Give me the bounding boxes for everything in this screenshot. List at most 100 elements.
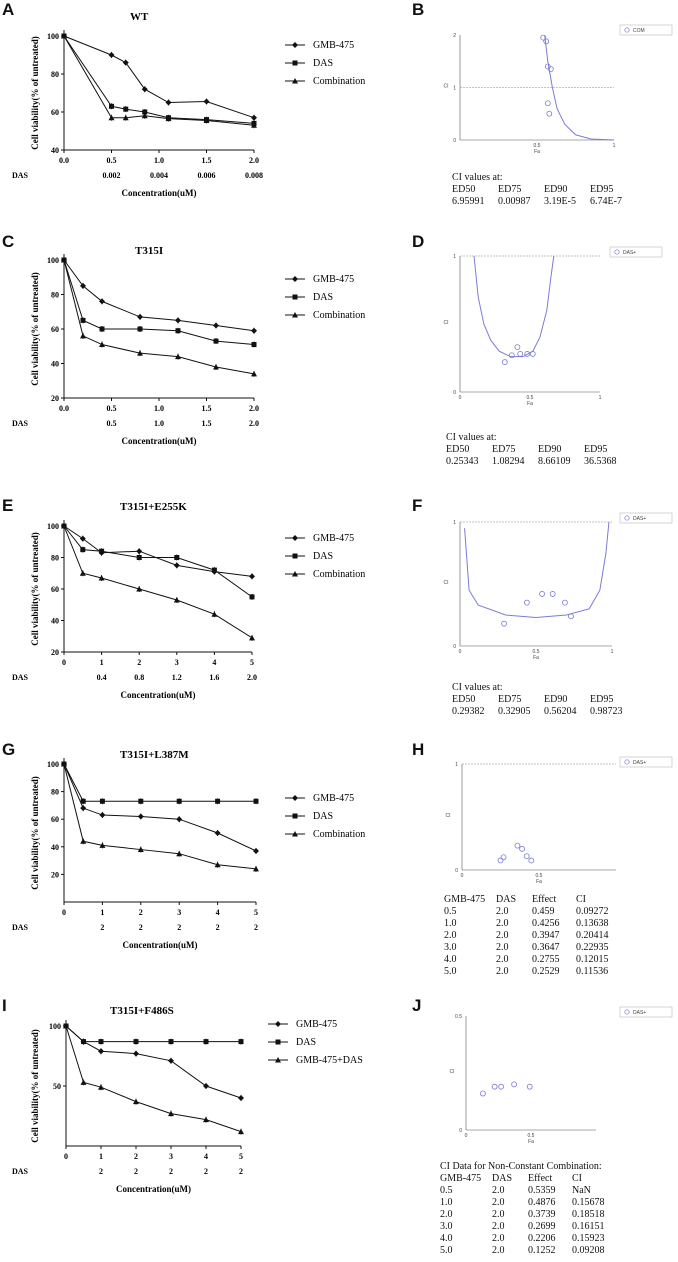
ci-table-b: CI values at: ED50 ED75 ED90 ED95 6.95991 0.…: [452, 172, 636, 208]
ci-cell: 0.5359: [528, 1185, 556, 1196]
ci-x-tick-label: 0: [461, 873, 464, 879]
ci-cell: 0.5: [444, 906, 457, 917]
data-point: [61, 761, 67, 767]
ci-data-point: [519, 845, 525, 852]
ci-legend-marker: [624, 1009, 630, 1015]
ci-row: 2.0 2.0 0.3947 0.20414: [444, 930, 620, 942]
ci-header: ED50: [452, 694, 476, 705]
ci-cell: 0.15678: [572, 1197, 605, 1208]
data-point: [137, 326, 143, 332]
legend-marker: [292, 276, 298, 282]
ci-value: 0.25343: [446, 456, 479, 467]
ci-y-tick-label: 1: [453, 520, 456, 526]
ci-header: ED50: [452, 184, 476, 195]
ci-caption: CI values at:: [452, 682, 503, 693]
ci-header-row: GMB-475 DAS Effect CI: [444, 894, 620, 906]
series-line-das: [63, 35, 255, 124]
ci-plot-h: 0 1 0 0.5Fa CI DAS+: [446, 756, 673, 885]
x-tick-label: 4: [204, 1152, 208, 1161]
data-point: [213, 338, 219, 344]
ci-y-axis-label: CI: [444, 84, 449, 90]
legend-marker: [292, 294, 298, 300]
x-tick-label: 1.5: [202, 404, 212, 413]
ci-table-h: GMB-475 DAS Effect CI 0.5 2.0 0.459 0.09272 1.0 2…: [444, 894, 620, 978]
legend-marker: [292, 795, 298, 801]
ci-row: 0.5 2.0 0.5359 NaN: [440, 1185, 616, 1197]
das-tick-label: 2: [177, 923, 181, 932]
ci-cell: 0.3739: [528, 1209, 556, 1220]
ci-cell: 0.2755: [532, 954, 560, 965]
ci-header: ED95: [584, 444, 608, 455]
panel-label-G: G: [2, 740, 16, 759]
data-point: [99, 842, 106, 848]
das-tick-label: 0.004: [150, 171, 168, 180]
ci-cell: 2.0: [496, 918, 509, 929]
data-point: [251, 342, 257, 348]
das-row-label: DAS: [12, 419, 29, 428]
y-tick-label: 60: [51, 325, 59, 334]
ci-legend-box: [619, 512, 673, 524]
ci-table-f: CI values at: ED50 ED75 ED90 ED95 0.29382 0.…: [452, 682, 636, 718]
x-tick-label: 2: [139, 908, 143, 917]
legend-marker: [292, 813, 298, 819]
data-point: [238, 1128, 244, 1135]
das-row-label: DAS: [12, 1167, 29, 1176]
das-tick-label: 0.5: [107, 419, 117, 428]
data-point: [81, 1039, 86, 1045]
das-tick-label: 0.8: [134, 673, 144, 682]
ci-header: ED75: [498, 694, 522, 705]
ci-legend-label: DAS+: [623, 250, 636, 256]
panel-label-H: H: [412, 740, 425, 759]
ci-data-point: [523, 853, 530, 860]
ci-y-axis-label: CI: [450, 1069, 455, 1075]
data-point: [165, 115, 172, 122]
data-point: [211, 567, 217, 573]
data-point: [98, 574, 105, 581]
y-tick-label: 20: [51, 394, 59, 403]
data-point: [142, 109, 148, 115]
das-tick-label: 2: [139, 923, 143, 932]
legend-marker: [292, 831, 298, 837]
ci-cell: 2.0: [492, 1197, 505, 1208]
series-line-das: [63, 525, 253, 598]
data-point: [173, 597, 180, 603]
ci-data-point: [543, 38, 550, 45]
ci-x-tick-label: 0: [465, 1133, 468, 1139]
ci-caption: CI Data for Non-Constant Combination:: [440, 1161, 602, 1172]
ci-data-point: [523, 599, 530, 606]
x-tick-label: 0: [62, 908, 66, 917]
y-tick-label: 20: [51, 870, 59, 879]
data-point: [141, 112, 148, 119]
y-tick-label: 100: [49, 1022, 61, 1031]
legend-label: Combination: [313, 310, 365, 321]
series-line-das: [63, 259, 255, 346]
ci-cell: 0.09208: [572, 1245, 605, 1256]
das-row-label: DAS: [12, 923, 29, 932]
ci-x-axis-label: Fa: [534, 149, 540, 155]
ci-data-point: [529, 351, 536, 357]
x-tick-label: 3: [175, 658, 179, 667]
data-point: [137, 350, 143, 356]
das-tick-label: 0.002: [103, 171, 121, 180]
legend-label: Combination: [313, 829, 365, 840]
data-point: [80, 838, 87, 844]
data-point: [79, 570, 86, 576]
y-tick-label: 20: [51, 648, 59, 657]
ci-data-point: [498, 1083, 504, 1090]
y-tick-label: 40: [51, 617, 59, 626]
x-tick-label: 2: [134, 1152, 138, 1161]
ci-cell: 2.0: [492, 1221, 505, 1232]
panel-label-A: A: [2, 0, 15, 19]
panel-label-F: F: [412, 496, 423, 515]
panel-label-C: C: [2, 232, 15, 251]
ci-caption: CI values at:: [452, 172, 503, 183]
ci-data-point: [547, 66, 554, 73]
line-chart-t315i-f486s: T315I+F486S 50 100 0 1 2 3 4 5 DAS 2 2 2 2 2 Concentrat…: [12, 1005, 363, 1194]
ci-value: 0.29382: [452, 706, 485, 717]
y-axis-label: Cell viability(% of untreated): [30, 532, 40, 646]
data-point: [251, 327, 257, 334]
ci-cell: NaN: [572, 1185, 591, 1196]
data-point: [99, 298, 105, 305]
x-tick-label: 1: [99, 1152, 103, 1161]
ci-plot-b: 0 1 2 0.5 1 Fa CI COM: [444, 24, 673, 155]
